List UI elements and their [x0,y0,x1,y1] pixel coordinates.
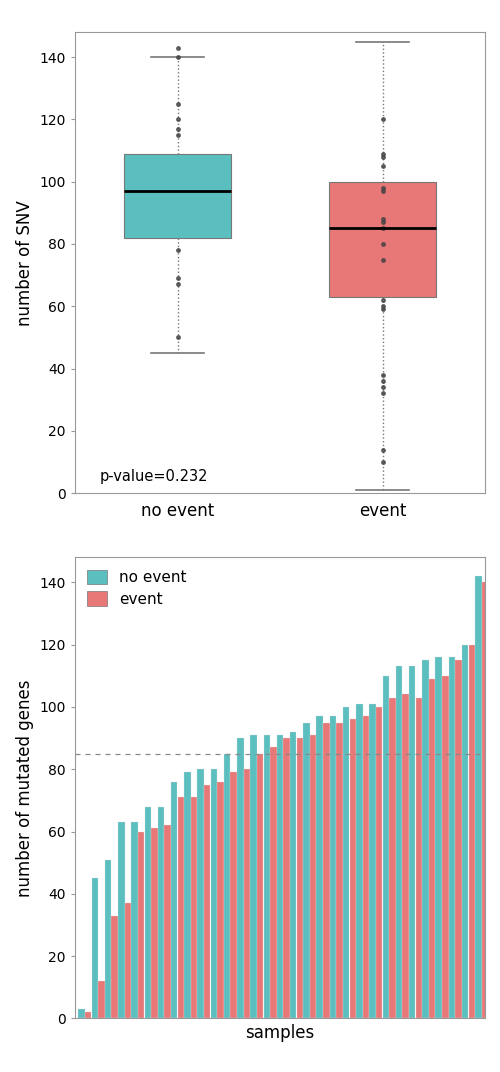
Text: p-value=0.232: p-value=0.232 [100,468,208,483]
Bar [132,822,138,1018]
Bar [264,735,270,1018]
Bar [210,770,217,1018]
Bar [92,878,98,1018]
Bar [78,1009,85,1018]
Bar [356,704,362,1018]
Bar [158,806,164,1018]
Y-axis label: number of mutated genes: number of mutated genes [16,680,34,896]
Bar [389,698,396,1018]
Bar [270,747,276,1018]
Bar [144,806,151,1018]
Bar [429,679,436,1018]
Bar [191,798,198,1018]
Bar [250,735,257,1018]
Bar [85,1012,91,1018]
Bar [184,772,190,1018]
Bar [290,732,296,1018]
Y-axis label: number of SNV: number of SNV [16,199,34,326]
Bar [171,781,177,1018]
Bar [237,739,244,1018]
Bar [204,785,210,1018]
Bar [462,644,468,1018]
Bar [178,798,184,1018]
Bar [402,695,409,1018]
Bar [105,860,112,1018]
Bar [370,704,376,1018]
Bar [436,657,442,1018]
Bar [277,735,283,1018]
Bar [217,781,224,1018]
Legend: no event, event: no event, event [82,565,192,611]
Bar [230,772,237,1018]
Bar [362,716,369,1018]
Bar [284,739,290,1018]
X-axis label: samples: samples [246,1024,314,1042]
Bar [343,706,349,1018]
Bar [456,660,462,1018]
Bar [310,735,316,1018]
Bar [396,667,402,1018]
Bar [409,667,416,1018]
Bar [118,822,124,1018]
Bar [482,582,488,1018]
Bar [330,716,336,1018]
Bar [151,829,158,1018]
Bar [98,981,104,1018]
Bar [382,675,389,1018]
PathPatch shape [329,181,436,297]
Bar [164,825,171,1018]
Bar [257,754,264,1018]
Bar [336,723,343,1018]
Bar [224,754,230,1018]
PathPatch shape [124,153,231,238]
Bar [198,770,204,1018]
Bar [416,698,422,1018]
Bar [468,644,475,1018]
Bar [303,723,310,1018]
Bar [124,903,131,1018]
Bar [475,576,482,1018]
Bar [376,706,382,1018]
Bar [350,719,356,1018]
Bar [442,675,448,1018]
Bar [112,915,118,1018]
Bar [138,832,144,1018]
Bar [323,723,330,1018]
Bar [448,657,455,1018]
Bar [422,660,428,1018]
Bar [244,770,250,1018]
Bar [296,739,303,1018]
Bar [316,716,323,1018]
